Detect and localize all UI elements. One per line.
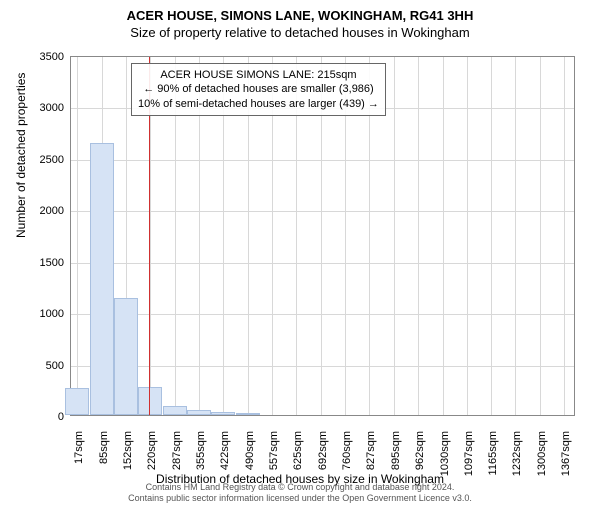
annotation-box: ACER HOUSE SIMONS LANE: 215sqm← 90% of d… [131, 63, 386, 116]
y-tick-label: 2500 [14, 154, 64, 166]
chart-title: ACER HOUSE, SIMONS LANE, WOKINGHAM, RG41… [0, 8, 600, 23]
gridline-v [540, 57, 541, 415]
histogram-bar [65, 388, 89, 415]
gridline-h [71, 314, 574, 315]
histogram-bar [211, 412, 235, 415]
y-tick-label: 500 [14, 360, 64, 372]
plot-region: 17sqm85sqm152sqm220sqm287sqm355sqm422sqm… [70, 56, 575, 416]
gridline-h [71, 263, 574, 264]
gridline-v [564, 57, 565, 415]
y-tick-label: 1500 [14, 257, 64, 269]
histogram-bar [236, 413, 260, 415]
y-tick-label: 0 [14, 411, 64, 423]
footer-line-2: Contains public sector information licen… [0, 493, 600, 504]
annotation-line: ACER HOUSE SIMONS LANE: 215sqm [138, 68, 379, 82]
y-tick-label: 2000 [14, 205, 64, 217]
footer-attribution: Contains HM Land Registry data © Crown c… [0, 482, 600, 504]
gridline-v [467, 57, 468, 415]
gridline-h [71, 160, 574, 161]
annotation-line: 10% of semi-detached houses are larger (… [138, 97, 379, 111]
histogram-bar [90, 143, 114, 415]
gridline-h [71, 366, 574, 367]
gridline-v [394, 57, 395, 415]
histogram-bar [187, 410, 211, 415]
gridline-v [418, 57, 419, 415]
annotation-line: ← 90% of detached houses are smaller (3,… [138, 82, 379, 96]
y-tick-label: 1000 [14, 308, 64, 320]
histogram-bar [163, 406, 187, 415]
y-tick-label: 3500 [14, 51, 64, 63]
gridline-v [515, 57, 516, 415]
chart-area: 17sqm85sqm152sqm220sqm287sqm355sqm422sqm… [70, 56, 575, 416]
gridline-v [491, 57, 492, 415]
histogram-bar [114, 298, 138, 415]
gridline-v [443, 57, 444, 415]
gridline-h [71, 211, 574, 212]
footer-line-1: Contains HM Land Registry data © Crown c… [0, 482, 600, 493]
chart-subtitle: Size of property relative to detached ho… [0, 25, 600, 40]
y-tick-label: 3000 [14, 102, 64, 114]
gridline-v [77, 57, 78, 415]
histogram-bar [138, 387, 162, 415]
